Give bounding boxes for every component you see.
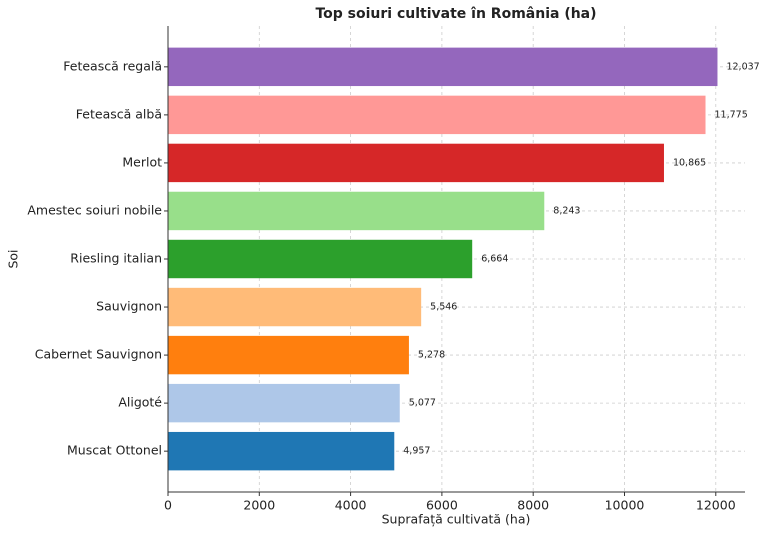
y-tick-label: Cabernet Sauvignon bbox=[35, 347, 162, 362]
y-axis-label: Soi bbox=[6, 249, 21, 268]
x-tick-label: 6000 bbox=[426, 498, 458, 513]
bar bbox=[168, 431, 395, 471]
y-tick-label: Fetească regală bbox=[63, 58, 162, 73]
y-tick-label: Merlot bbox=[122, 154, 162, 169]
value-label: 10,865 bbox=[673, 157, 706, 168]
x-tick-label: 12000 bbox=[696, 498, 736, 513]
x-tick-label: 10000 bbox=[605, 498, 645, 513]
value-label: 5,077 bbox=[409, 398, 436, 409]
y-tick-label: Sauvignon bbox=[96, 299, 162, 314]
bar bbox=[168, 143, 664, 183]
bar bbox=[168, 191, 545, 231]
value-label: 5,546 bbox=[430, 302, 457, 313]
chart-title: Top soiuri cultivate în România (ha) bbox=[315, 6, 596, 22]
x-tick-label: 4000 bbox=[335, 498, 367, 513]
bar bbox=[168, 335, 409, 375]
value-label: 11,775 bbox=[715, 109, 748, 120]
value-label: 12,037 bbox=[726, 61, 759, 72]
y-tick-label: Aligoté bbox=[118, 395, 162, 410]
value-label: 6,664 bbox=[481, 254, 508, 265]
x-tick-label: 2000 bbox=[243, 498, 275, 513]
x-tick-label: 0 bbox=[164, 498, 172, 513]
y-tick-label: Riesling italian bbox=[70, 251, 162, 266]
x-tick-label: 8000 bbox=[517, 498, 549, 513]
bar bbox=[168, 287, 422, 327]
bar bbox=[168, 239, 473, 279]
y-tick-label: Muscat Ottonel bbox=[67, 443, 162, 458]
value-label: 4,957 bbox=[403, 446, 430, 457]
bar bbox=[168, 383, 400, 423]
bar bbox=[168, 95, 706, 135]
value-label: 8,243 bbox=[553, 205, 580, 216]
x-axis-label: Suprafață cultivată (ha) bbox=[382, 512, 531, 527]
y-tick-label: Amestec soiuri nobile bbox=[27, 202, 162, 217]
y-tick-label: Fetească albă bbox=[76, 106, 162, 121]
value-label: 5,278 bbox=[418, 350, 445, 361]
bar bbox=[168, 47, 718, 87]
